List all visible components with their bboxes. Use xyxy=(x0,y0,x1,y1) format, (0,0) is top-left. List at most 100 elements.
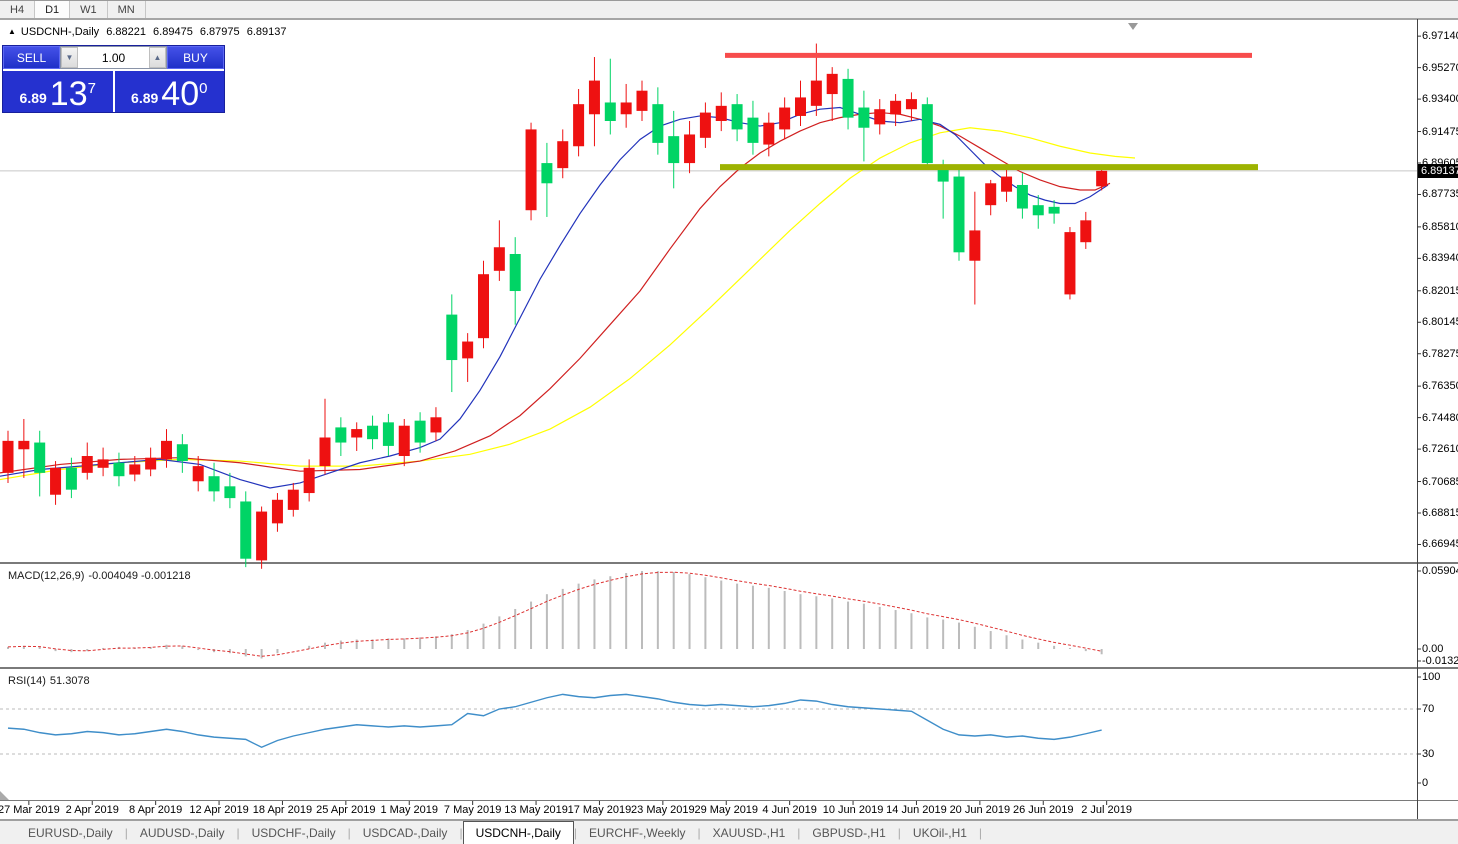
candle-body xyxy=(699,112,711,138)
sell-button[interactable]: SELL xyxy=(3,46,60,69)
candle-body xyxy=(382,422,394,446)
candle-body xyxy=(763,122,775,145)
candle-body xyxy=(969,230,981,261)
date-axis-label: 25 Apr 2019 xyxy=(316,804,376,816)
symbol-tab-ukoil[interactable]: UKOil-,H1 xyxy=(912,825,967,840)
sell-price-point: 7 xyxy=(87,80,96,97)
symbol-tab-gbpusd[interactable]: GBPUSD-,H1 xyxy=(812,825,886,840)
candle-body xyxy=(446,314,458,361)
candle-body xyxy=(65,467,77,490)
candle-body xyxy=(921,104,933,164)
timeframe-tab-d1[interactable]: D1 xyxy=(35,1,71,18)
price-axis-label: 6.68815 xyxy=(1422,506,1458,519)
candle-body xyxy=(652,104,664,143)
pane-resize-grip-icon xyxy=(0,791,9,800)
candle-body xyxy=(795,97,806,116)
rsi-line xyxy=(7,693,1102,749)
rsi-axis-label: 100 xyxy=(1422,671,1441,683)
candle-body xyxy=(192,466,204,482)
candle-body xyxy=(271,499,283,524)
symbol-tab-xauusd[interactable]: XAUUSD-,H1 xyxy=(712,825,786,840)
date-axis-label: 13 May 2019 xyxy=(504,804,568,816)
buy-price-point: 0 xyxy=(199,80,208,97)
candle-body xyxy=(509,253,521,292)
volume-control: ▼ ▲ xyxy=(60,46,167,69)
candle-body xyxy=(176,444,188,462)
candle-body xyxy=(351,429,363,438)
candle-body xyxy=(684,134,696,164)
candle-body xyxy=(731,104,743,130)
candle-body xyxy=(256,511,268,561)
tab-separator: | xyxy=(897,825,901,840)
timeframe-tab-h4[interactable]: H4 xyxy=(0,1,36,18)
candle-body xyxy=(303,467,315,494)
candle-body xyxy=(478,274,489,339)
tab-separator: | xyxy=(124,825,128,840)
symbol-tab-usdchf[interactable]: USDCHF-,Daily xyxy=(251,825,336,840)
candle-body xyxy=(34,442,46,473)
macd-axis-label: 0.00 xyxy=(1422,643,1444,655)
macd-name: MACD(12,26,9) xyxy=(8,570,85,582)
tab-separator: | xyxy=(459,825,463,840)
sell-price-display[interactable]: 6.89 13 7 xyxy=(3,71,115,112)
symbol-tab-eurusd[interactable]: EURUSD-,Daily xyxy=(28,825,113,840)
volume-increase-button[interactable]: ▲ xyxy=(149,47,166,68)
tab-separator: | xyxy=(797,825,801,840)
price-axis-label: 6.95270 xyxy=(1422,61,1458,74)
candle-body xyxy=(557,141,569,169)
candle-body xyxy=(842,78,854,118)
price-axis-label: 6.93400 xyxy=(1422,93,1458,106)
candle-body xyxy=(1016,184,1028,209)
price-axis-label: 6.74480 xyxy=(1422,411,1458,424)
candle-body xyxy=(430,417,442,433)
volume-decrease-button[interactable]: ▼ xyxy=(61,47,78,68)
candle-body xyxy=(874,109,886,125)
price-axis-label: 6.83940 xyxy=(1422,252,1458,265)
price-axis-label: 6.91475 xyxy=(1422,125,1458,138)
candle-body xyxy=(858,107,870,128)
candle-body xyxy=(1032,205,1044,216)
candle-body xyxy=(129,464,141,475)
candle-body xyxy=(398,425,410,457)
price-axis-label: 6.70685 xyxy=(1422,475,1458,488)
buy-button[interactable]: BUY xyxy=(167,46,224,69)
candle-body xyxy=(905,99,917,110)
symbol-tab-usdcnh[interactable]: USDCNH-,Daily xyxy=(462,821,574,844)
timeframe-tab-w1[interactable]: W1 xyxy=(70,1,108,18)
tab-separator: | xyxy=(573,825,578,840)
symbol-tab-eurchf[interactable]: EURCHF-,Weekly xyxy=(589,825,686,840)
date-axis-label: 29 May 2019 xyxy=(694,804,759,816)
tab-separator: | xyxy=(236,825,240,840)
date-axis-label: 8 Apr 2019 xyxy=(129,804,183,816)
candle-body xyxy=(779,107,791,130)
high-value: 6.89475 xyxy=(153,26,193,38)
macd-values: -0.004049 -0.001218 xyxy=(88,570,191,582)
candle-body xyxy=(715,105,727,121)
candle-body xyxy=(335,427,347,443)
buy-price-display[interactable]: 6.89 40 0 xyxy=(115,71,225,112)
date-axis-label: 23 May 2019 xyxy=(631,804,695,816)
symbol-tab-audusd[interactable]: AUDUSD-,Daily xyxy=(139,825,225,840)
volume-input[interactable] xyxy=(78,47,149,68)
price-axis-label: 6.87735 xyxy=(1422,188,1458,201)
candle-body xyxy=(1048,206,1060,214)
candle-body xyxy=(462,341,474,359)
timeframe-tab-mn[interactable]: MN xyxy=(108,1,146,18)
candle-body xyxy=(541,163,553,184)
buy-price-base: 6.89 xyxy=(131,90,159,106)
symbol-tab-bar: EURUSD-,Daily | AUDUSD-,Daily | USDCHF-,Dail… xyxy=(0,820,1458,844)
candle-body xyxy=(1080,220,1092,243)
price-axis-label: 6.97140 xyxy=(1422,30,1458,43)
tab-separator: | xyxy=(347,825,351,840)
macd-axis-label: 0.059048 xyxy=(1422,565,1458,577)
candle-body xyxy=(668,136,680,164)
price-axis-label: 6.80145 xyxy=(1422,316,1458,329)
symbol-tab-usdcad[interactable]: USDCAD-,Daily xyxy=(362,825,448,840)
symbol-period-label: USDCNH-,Daily xyxy=(20,26,100,38)
tab-separator: | xyxy=(697,825,701,840)
candle-body xyxy=(937,168,949,182)
price-axis-label: 6.66945 xyxy=(1422,538,1458,551)
close-value: 6.89137 xyxy=(246,26,287,38)
rsi-name: RSI(14) xyxy=(8,675,46,687)
